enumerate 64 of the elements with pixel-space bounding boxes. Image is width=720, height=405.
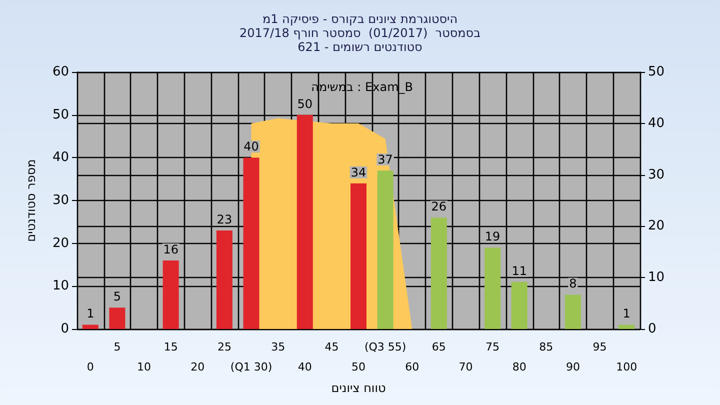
x-tick-label: 35	[271, 340, 286, 354]
y2-tick-label: 50	[648, 64, 665, 80]
data-label: 34	[350, 165, 366, 180]
bar	[484, 248, 501, 329]
data-label: 23	[216, 212, 232, 226]
x-tick-label: 70	[458, 360, 473, 374]
y-tick-label: 10	[52, 278, 69, 294]
bar	[377, 170, 394, 329]
y-tick-label: 60	[52, 64, 69, 80]
data-label: 5	[113, 290, 122, 304]
x-tick-label: 40	[298, 360, 312, 374]
data-label: 37	[378, 152, 393, 167]
y-axis-title: מספר סטודנטים	[24, 159, 38, 242]
bar	[296, 114, 313, 329]
x-tick-label: 80	[512, 360, 526, 374]
x-tick-label: 10	[137, 360, 152, 374]
chart-title: היסטוגרמת ציונים בקורס - פיסיקה 1מ	[262, 12, 458, 26]
x-tick-label: 100	[616, 360, 638, 374]
data-label: 16	[163, 242, 178, 256]
y2-tick-label: 30	[648, 167, 665, 182]
y2-tick-label: 40	[648, 116, 665, 131]
data-label: 19	[484, 230, 500, 244]
x-tick-label: 65	[432, 340, 446, 354]
y-tick-label: 40	[52, 150, 69, 166]
x-axis-title: טווח ציונים	[331, 380, 386, 395]
x-tick-label: 15	[164, 340, 178, 354]
data-label: 40	[244, 140, 259, 154]
bar	[109, 308, 126, 329]
x-tick-label: (Q3 55)	[364, 340, 406, 354]
x-tick-label: 50	[352, 360, 366, 374]
bar	[618, 324, 635, 329]
x-tick-label: 60	[405, 360, 420, 374]
data-label: 8	[569, 276, 577, 291]
y-tick-label: 20	[52, 236, 69, 251]
x-tick-label: 95	[592, 340, 607, 354]
bar	[350, 183, 366, 329]
bar	[216, 230, 232, 329]
x-tick-label: 45	[324, 340, 339, 354]
data-label: 11	[512, 264, 527, 278]
x-tick-label: 20	[190, 360, 205, 374]
data-label: 1	[86, 306, 94, 321]
bar	[511, 282, 528, 329]
x-tick-label: 25	[217, 340, 232, 354]
data-label: 26	[431, 200, 447, 214]
y2-tick-label: 0	[648, 322, 656, 336]
y-tick-label: 50	[52, 107, 69, 122]
x-tick-label: 85	[539, 340, 554, 354]
bar	[82, 324, 98, 329]
bar	[564, 294, 581, 329]
y-tick-label: 30	[52, 193, 69, 208]
bar	[243, 158, 260, 329]
x-tick-label: (Q1 30)	[230, 360, 272, 374]
x-tick-label: 90	[566, 360, 580, 374]
x-tick-label: 0	[86, 360, 94, 374]
bar	[162, 260, 179, 329]
data-label: 50	[297, 96, 313, 111]
y-tick-label: 0	[60, 322, 69, 336]
x-tick-label: 5	[114, 340, 121, 354]
y2-tick-label: 10	[648, 270, 665, 286]
chart-subtitle: בסמסטר (01/2017) סמסטר חורף 2017/18 סטודנטים רשומים - 621	[239, 26, 481, 54]
bar	[430, 218, 447, 329]
y2-tick-label: 20	[648, 218, 665, 234]
data-label: 1	[622, 306, 630, 321]
x-tick-label: 75	[486, 340, 500, 354]
